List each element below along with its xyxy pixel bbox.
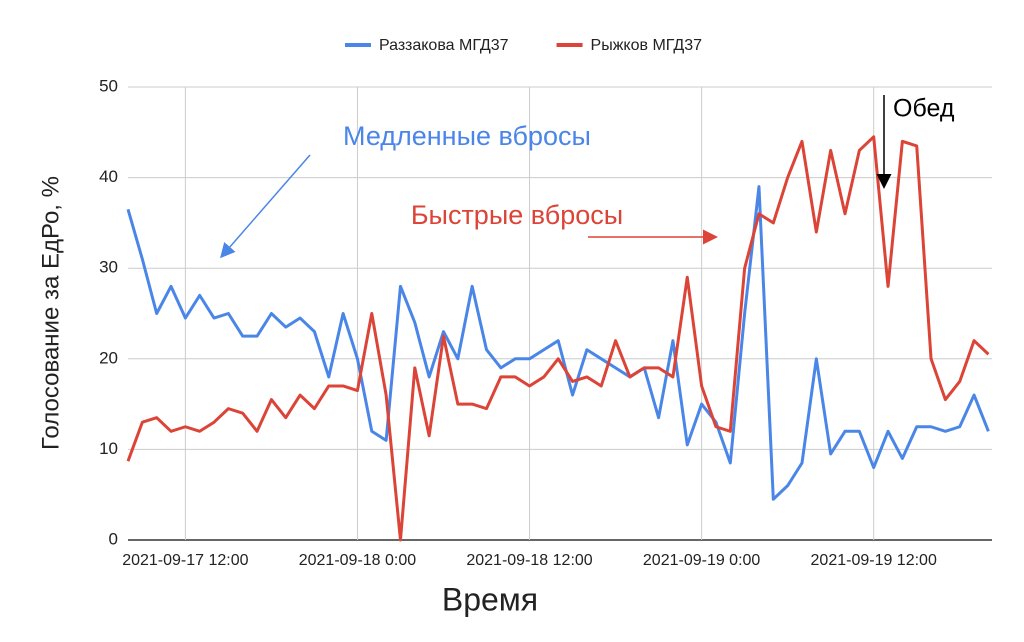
annotation: Быстрые вбросы <box>411 200 623 230</box>
legend-label: Рыжков МГД37 <box>591 37 703 54</box>
lines <box>126 135 990 542</box>
y-tick-label: 10 <box>99 439 118 458</box>
y-tick-label: 0 <box>109 529 118 548</box>
series-line <box>126 135 990 542</box>
grid <box>128 86 992 541</box>
y-axis-label: Голосование за ЕдРо, % <box>37 176 64 450</box>
annotation: Обед <box>893 95 955 123</box>
y-tick-label: 30 <box>99 258 118 277</box>
y-tick-label: 20 <box>99 348 118 367</box>
x-tick-label: 2021-09-19 0:00 <box>643 552 761 569</box>
x-tick-label: 2021-09-18 12:00 <box>466 552 592 569</box>
series-line <box>126 185 990 501</box>
x-axis-label: Время <box>442 581 538 617</box>
x-tick-label: 2021-09-19 12:00 <box>811 552 937 569</box>
legend-label: Раззакова МГД37 <box>379 37 509 54</box>
annotation: Медленные вбросы <box>343 121 591 151</box>
x-tick-label: 2021-09-17 12:00 <box>122 552 248 569</box>
annotation-arrow <box>220 154 311 259</box>
y-tick-label: 50 <box>99 76 118 95</box>
y-tick-label: 40 <box>99 167 118 186</box>
x-tick-label: 2021-09-18 0:00 <box>299 552 417 569</box>
